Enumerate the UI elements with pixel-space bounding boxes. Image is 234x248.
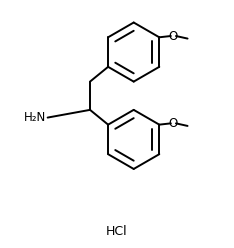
Text: O: O	[169, 30, 178, 42]
Text: O: O	[169, 117, 178, 130]
Text: HCl: HCl	[106, 225, 128, 238]
Text: H₂N: H₂N	[24, 111, 46, 124]
